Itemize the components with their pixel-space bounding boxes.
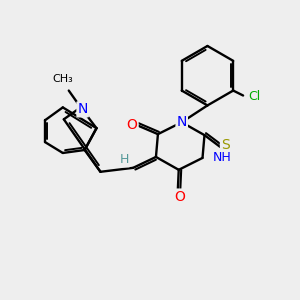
Text: N: N <box>77 102 88 116</box>
Text: CH₃: CH₃ <box>52 74 73 84</box>
Text: O: O <box>127 118 138 132</box>
Text: N: N <box>176 115 187 129</box>
Text: NH: NH <box>212 152 231 164</box>
Text: S: S <box>221 138 230 152</box>
Text: O: O <box>174 190 185 204</box>
Text: H: H <box>120 153 129 167</box>
Text: Cl: Cl <box>248 90 260 103</box>
